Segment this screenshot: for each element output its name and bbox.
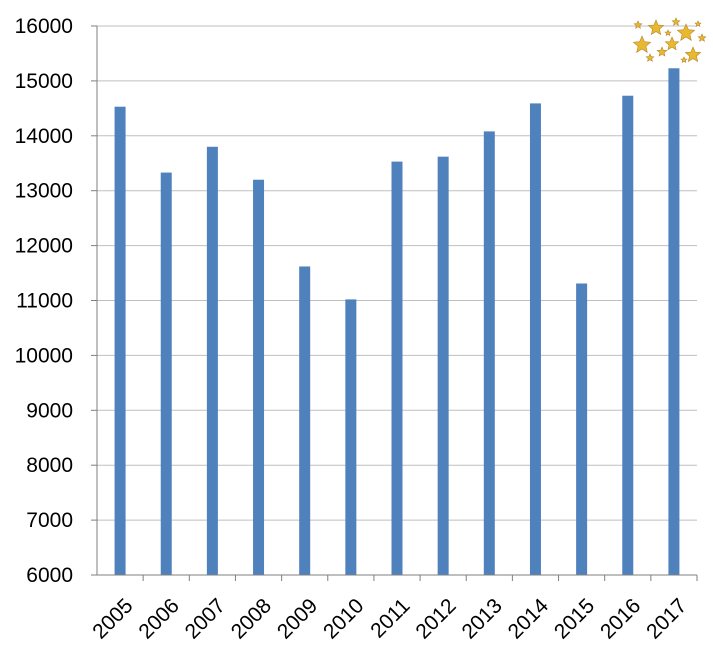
bar-2009 bbox=[299, 266, 311, 575]
bar-2006 bbox=[160, 172, 172, 575]
star-icon bbox=[684, 46, 702, 63]
y-tick-label: 14000 bbox=[15, 125, 73, 148]
bar-2015 bbox=[576, 283, 588, 575]
gold-stars-icon bbox=[632, 17, 707, 63]
y-tick-label: 10000 bbox=[15, 344, 73, 367]
y-tick-label: 15000 bbox=[15, 70, 73, 93]
star-icon bbox=[632, 35, 652, 53]
bar-2014 bbox=[529, 103, 541, 575]
y-tick-label: 9000 bbox=[26, 399, 73, 422]
y-tick-labels: 6000 7000 8000 9000 10000 11000 12000 13000 1400… bbox=[15, 15, 73, 587]
x-tick-label: 2015 bbox=[550, 594, 599, 643]
x-tick-label: 2016 bbox=[596, 594, 645, 643]
y-tick-label: 16000 bbox=[15, 15, 73, 38]
y-tick-label: 7000 bbox=[26, 509, 73, 532]
x-tick-label: 2017 bbox=[642, 594, 691, 643]
x-tick-label: 2011 bbox=[366, 594, 414, 642]
bar-2005 bbox=[114, 106, 126, 575]
y-tick-label: 8000 bbox=[26, 454, 73, 477]
bar-2013 bbox=[483, 131, 495, 575]
axes bbox=[91, 25, 698, 581]
star-icon bbox=[694, 20, 702, 27]
star-icon bbox=[656, 46, 668, 57]
x-tick-label: 2013 bbox=[458, 594, 507, 643]
x-tick-label: 2009 bbox=[273, 594, 322, 643]
bar-2010 bbox=[345, 299, 357, 575]
y-tick-label: 6000 bbox=[26, 564, 73, 587]
star-icon bbox=[671, 17, 681, 26]
x-tick-label: 2006 bbox=[134, 594, 183, 643]
star-icon bbox=[676, 23, 696, 41]
bar-2011 bbox=[391, 161, 403, 575]
y-tick-label: 12000 bbox=[15, 235, 73, 258]
star-icon bbox=[664, 29, 672, 36]
bar-2007 bbox=[206, 146, 218, 575]
y-tick-label: 11000 bbox=[16, 290, 73, 313]
x-tick-label: 2005 bbox=[88, 594, 137, 643]
star-icon bbox=[697, 33, 707, 42]
bar-2016 bbox=[622, 95, 634, 576]
bars bbox=[114, 68, 680, 576]
x-tick-label: 2008 bbox=[227, 594, 276, 643]
star-icon bbox=[680, 56, 688, 63]
star-icon bbox=[633, 20, 643, 29]
bar-2017 bbox=[668, 68, 680, 575]
y-tick-label: 13000 bbox=[15, 180, 73, 203]
x-tick-label: 2010 bbox=[319, 594, 368, 643]
star-icon bbox=[645, 53, 655, 62]
x-tick-label: 2007 bbox=[181, 594, 230, 643]
x-tick-label: 2014 bbox=[504, 594, 554, 644]
x-tick-labels: 2005200620072008200920102011201220132014… bbox=[88, 594, 691, 644]
star-icon bbox=[647, 19, 665, 36]
x-tick-label: 2012 bbox=[411, 594, 460, 643]
star-icon bbox=[664, 36, 680, 51]
bar-2012 bbox=[437, 156, 449, 576]
bar-2008 bbox=[253, 179, 265, 575]
